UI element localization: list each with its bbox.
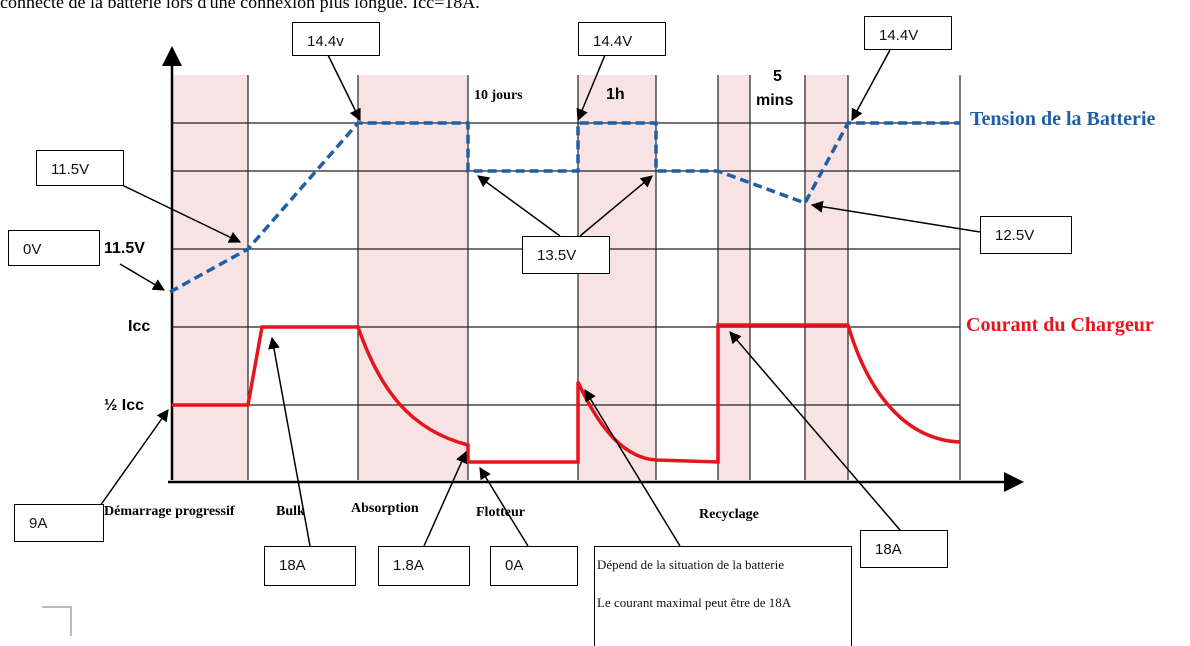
current-curve xyxy=(172,323,961,464)
callout-11-5: 11.5V xyxy=(36,150,124,186)
phase-recycling: Recyclage xyxy=(699,507,759,522)
callout-arrows xyxy=(99,49,981,547)
callout-14-4-c: 14.4V xyxy=(864,16,952,50)
arrow-14-4-c xyxy=(851,49,891,122)
duration-5: 5 xyxy=(773,68,782,85)
phase-recycle-band-2 xyxy=(805,75,848,480)
voltage-curve xyxy=(169,121,960,294)
arrow-11-5 xyxy=(121,184,242,243)
legend-current: Courant du Chargeur xyxy=(966,314,1154,336)
callout-1-8a: 1.8A xyxy=(378,546,470,586)
phase-soft-start: Démarrage progressif xyxy=(104,504,235,519)
grid-vertical xyxy=(247,75,961,480)
arrow-0a xyxy=(479,466,529,547)
callout-12-5: 12.5V xyxy=(980,216,1072,254)
phase-absorption: Absorption xyxy=(351,501,419,516)
phase-1h-band xyxy=(578,75,656,480)
callout-18a-bulk: 18A xyxy=(264,546,356,586)
arrow-18a-bulk xyxy=(268,336,311,547)
callout-0v: 0V xyxy=(8,230,100,266)
y-label-11-5: 11.5V xyxy=(104,240,145,257)
duration-mins: mins xyxy=(756,92,794,109)
callout-13-5: 13.5V xyxy=(522,236,610,274)
phase-absorption-band xyxy=(358,75,468,480)
arrow-14-4-a xyxy=(327,54,361,122)
arrow-note xyxy=(584,388,681,547)
header-text: connecté de la batterie lors d'une conne… xyxy=(0,0,480,12)
arrow-0v xyxy=(119,263,166,291)
note-line-1: Dépend de la situation de la batterie xyxy=(597,557,784,572)
note-line-2: Le courant maximal peut être de 18A xyxy=(597,595,792,610)
callout-14-4-a: 14.4v xyxy=(292,22,380,56)
phase-recycle-band-1 xyxy=(718,75,750,480)
arrow-9a xyxy=(99,409,169,507)
arrow-14-4-b xyxy=(576,54,606,122)
callout-18a-recycle: 18A xyxy=(860,530,948,568)
arrow-13-5-right xyxy=(579,175,653,237)
duration-10-days: 10 jours xyxy=(474,88,523,103)
duration-1h: 1h xyxy=(606,86,625,103)
phase-soft-start-band xyxy=(172,75,248,480)
callout-14-4-b: 14.4V xyxy=(578,22,666,56)
arrow-1-8a xyxy=(423,450,468,547)
note-box: Dépend de la situation de la batterie Le… xyxy=(594,546,852,646)
page-corner-mark xyxy=(42,606,72,636)
callout-9a: 9A xyxy=(14,504,104,542)
callout-0a: 0A xyxy=(490,546,578,586)
phase-float: Flotteur xyxy=(476,505,525,520)
phase-bulk: Bulk xyxy=(276,504,305,519)
y-label-half-icc: ½ Icc xyxy=(104,397,145,414)
arrow-18a-recycle xyxy=(729,331,901,531)
y-label-icc: Icc xyxy=(128,318,151,335)
legend-voltage: Tension de la Batterie xyxy=(970,108,1156,130)
arrow-13-5-left xyxy=(477,175,561,237)
arrow-12-5 xyxy=(810,200,981,233)
